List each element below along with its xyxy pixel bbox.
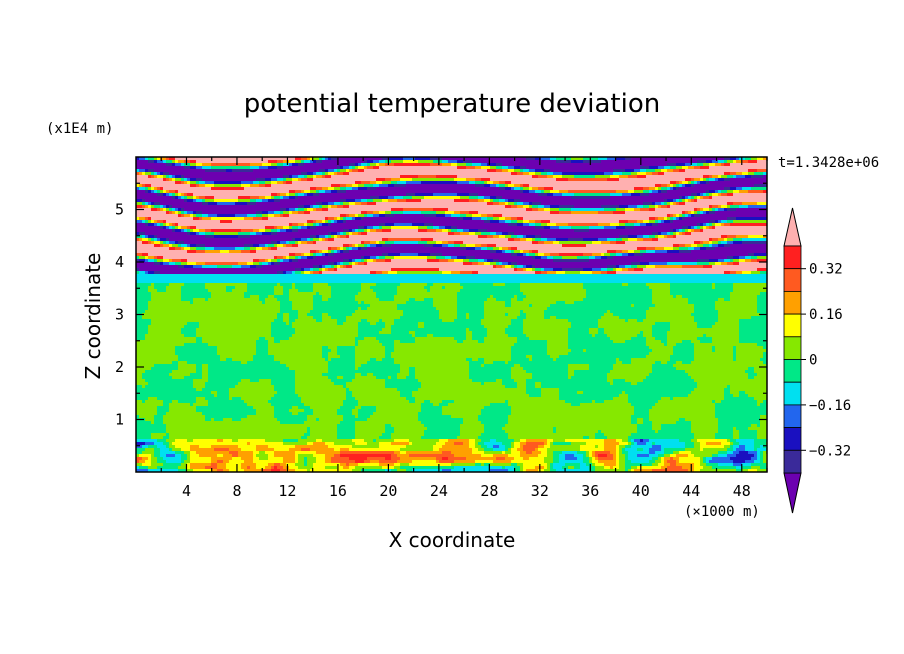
y-unit-label: (x1E4 m) xyxy=(46,121,113,137)
plot-area xyxy=(135,156,768,473)
colorbar-swatch xyxy=(783,427,802,451)
colorbar-top-arrow xyxy=(783,207,802,247)
y-axis-label: Z coordinate xyxy=(81,253,105,380)
x-axis: 4 8 12 16 20 24 28 32 36 40 44 48 xyxy=(160,157,768,500)
x-tick-label: 24 xyxy=(430,482,448,500)
y-tick-label: 1 xyxy=(115,411,124,429)
colorbar-swatch xyxy=(783,381,802,406)
chart-title: potential temperature deviation xyxy=(244,89,660,119)
colorbar-tick-label: −0.16 xyxy=(809,398,851,414)
colorbar-tick-label: −0.32 xyxy=(809,443,851,459)
colorbar-swatch xyxy=(783,290,802,315)
x-tick-label: 32 xyxy=(531,482,549,500)
x-tick-label: 4 xyxy=(182,482,191,500)
colorbar-swatch xyxy=(783,449,802,474)
colorbar-tick-label: 0.32 xyxy=(809,262,843,278)
colorbar: 0.32 0.16 0 −0.16 −0.32 xyxy=(783,207,851,514)
colorbar-swatch xyxy=(783,359,802,383)
y-tick-label: 4 xyxy=(115,253,124,271)
x-unit-label: (×1000 m) xyxy=(684,504,760,520)
contour-field xyxy=(136,157,767,472)
x-axis-label: X coordinate xyxy=(389,528,516,552)
y-tick-label: 2 xyxy=(115,358,124,376)
y-tick-label: 5 xyxy=(115,201,124,219)
x-tick-label: 44 xyxy=(682,482,700,500)
x-tick-label: 12 xyxy=(278,482,296,500)
x-tick-label: 8 xyxy=(232,482,241,500)
colorbar-swatch xyxy=(783,268,802,292)
colorbar-tick-label: 0.16 xyxy=(809,307,843,323)
colorbar-swatch xyxy=(783,245,802,270)
y-axis: 1 2 3 4 5 xyxy=(115,182,767,447)
x-tick-label: 40 xyxy=(632,482,650,500)
colorbar-swatch xyxy=(783,404,802,428)
colorbar-tick-label: 0 xyxy=(809,353,817,369)
x-tick-label: 36 xyxy=(581,482,599,500)
colorbar-swatch xyxy=(783,336,802,360)
colorbar-bottom-arrow xyxy=(783,472,802,514)
x-tick-label: 48 xyxy=(733,482,751,500)
y-tick-label: 3 xyxy=(115,306,124,324)
time-label: t=1.3428e+06 xyxy=(778,155,879,171)
x-tick-label: 20 xyxy=(379,482,397,500)
x-tick-label: 28 xyxy=(480,482,498,500)
colorbar-swatch xyxy=(783,313,802,338)
x-tick-label: 16 xyxy=(329,482,347,500)
